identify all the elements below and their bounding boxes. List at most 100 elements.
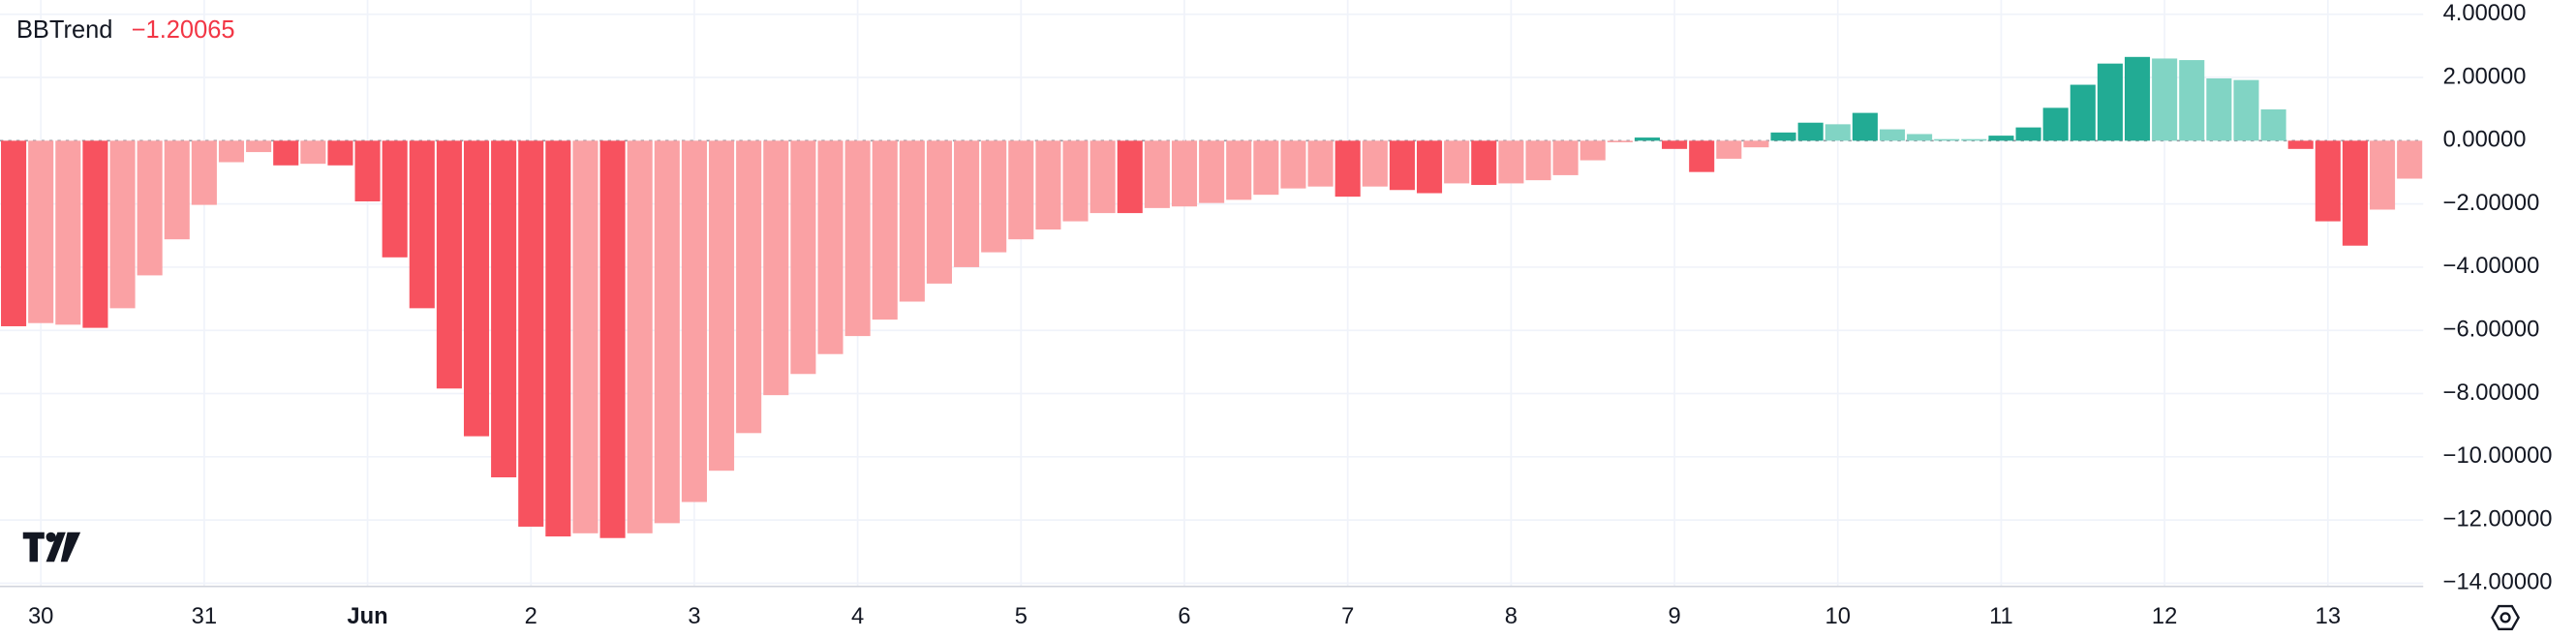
- bar: [2070, 84, 2096, 141]
- bar: [55, 140, 81, 325]
- bar: [409, 140, 435, 309]
- y-tick-label: −14.00000: [2443, 569, 2553, 595]
- x-tick-label: 9: [1668, 603, 1680, 629]
- bar: [1770, 132, 1796, 141]
- bar: [2370, 140, 2396, 210]
- y-tick-label: −4.00000: [2443, 253, 2540, 279]
- bar: [872, 140, 898, 320]
- bar: [2206, 78, 2232, 141]
- bar: [1, 140, 27, 326]
- bar: [2397, 140, 2423, 179]
- bar: [1389, 140, 1415, 191]
- bar: [1280, 140, 1306, 189]
- bar: [736, 140, 762, 434]
- bar: [1117, 140, 1143, 214]
- bar: [2015, 127, 2041, 141]
- bar: [1035, 140, 1061, 230]
- bar: [1961, 138, 1987, 141]
- x-tick-label: Jun: [347, 603, 387, 629]
- bar: [491, 140, 517, 478]
- bar: [1362, 140, 1388, 187]
- y-tick-label: 4.00000: [2443, 0, 2527, 26]
- bar: [790, 140, 816, 375]
- bar: [545, 140, 571, 537]
- bar: [1171, 140, 1198, 207]
- y-tick-label: −8.00000: [2443, 380, 2540, 406]
- bar: [2042, 107, 2069, 141]
- bar: [2097, 63, 2123, 141]
- bar: [1907, 134, 1933, 141]
- bar: [681, 140, 707, 502]
- bar: [981, 140, 1007, 253]
- bar: [1307, 140, 1334, 187]
- bar: [1579, 140, 1606, 161]
- bar: [164, 140, 190, 240]
- bar: [1988, 136, 2014, 141]
- bar: [354, 140, 381, 202]
- bar: [191, 140, 217, 205]
- x-tick-label: 8: [1505, 603, 1518, 629]
- x-tick-label: 3: [688, 603, 700, 629]
- bar: [382, 140, 408, 258]
- bar: [1008, 140, 1034, 240]
- bar: [1607, 140, 1633, 142]
- bar: [82, 140, 108, 328]
- bar: [218, 140, 245, 163]
- bar: [2179, 60, 2205, 141]
- bar: [1743, 140, 1769, 148]
- settings-icon[interactable]: [2491, 604, 2520, 630]
- x-tick-label: 7: [1341, 603, 1354, 629]
- y-tick-label: −6.00000: [2443, 317, 2540, 343]
- bar: [1062, 140, 1089, 222]
- bar: [327, 140, 353, 166]
- bar: [1444, 140, 1470, 184]
- bar: [627, 140, 653, 533]
- x-tick-label: 31: [192, 603, 217, 629]
- y-tick-label: −12.00000: [2443, 505, 2553, 532]
- x-tick-label: 6: [1178, 603, 1190, 629]
- bar: [1498, 140, 1524, 184]
- bar: [300, 140, 326, 165]
- y-tick-label: 2.00000: [2443, 63, 2527, 89]
- bar: [2260, 109, 2286, 141]
- bar: [109, 140, 136, 309]
- bar: [1852, 112, 1878, 141]
- bar: [572, 140, 598, 533]
- x-tick-label: 11: [1989, 603, 2013, 629]
- bar: [654, 140, 680, 524]
- bar: [2152, 58, 2178, 141]
- bar: [1662, 140, 1688, 149]
- bar: [1416, 140, 1443, 194]
- bar: [28, 140, 54, 323]
- bar: [1144, 140, 1170, 208]
- bar: [844, 140, 871, 337]
- bar: [817, 140, 843, 354]
- bar: [899, 140, 925, 302]
- bar: [1716, 140, 1742, 159]
- x-tick-label: 12: [2152, 603, 2177, 629]
- x-tick-label: 10: [1825, 603, 1851, 629]
- x-tick-label: 13: [2315, 603, 2341, 629]
- bar: [2124, 56, 2151, 141]
- bar: [1334, 140, 1361, 198]
- y-tick-label: 0.00000: [2443, 127, 2527, 153]
- bar: [926, 140, 953, 284]
- bar: [2342, 140, 2368, 246]
- x-tick-label: 5: [1015, 603, 1027, 629]
- bar: [518, 140, 544, 527]
- bar: [763, 140, 789, 396]
- bar: [1253, 140, 1279, 196]
- bar: [1634, 137, 1660, 141]
- bar: [2233, 79, 2259, 141]
- bar: [1934, 138, 1960, 141]
- y-tick-label: −10.00000: [2443, 442, 2553, 469]
- bar: [246, 140, 272, 153]
- x-tick-label: 4: [851, 603, 864, 629]
- bar: [1525, 140, 1551, 181]
- bar: [1879, 129, 1906, 141]
- bar: [1797, 122, 1824, 141]
- bar: [709, 140, 735, 472]
- bar: [1825, 124, 1851, 141]
